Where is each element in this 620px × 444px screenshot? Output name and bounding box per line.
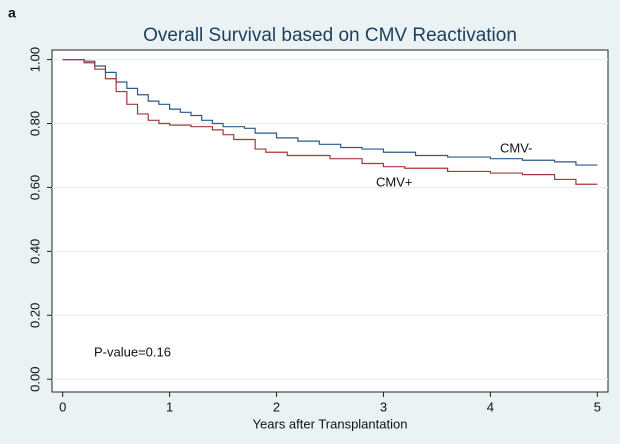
x-tick-label: 0 — [59, 399, 66, 414]
annotation: P-value=0.16 — [94, 344, 171, 359]
x-axis-label: Years after Transplantation — [253, 416, 408, 431]
survival-curve — [62, 58, 598, 166]
x-tick-label: 2 — [273, 399, 280, 414]
series-label: CMV+ — [376, 174, 412, 189]
x-tick-label: 5 — [594, 399, 601, 414]
plot-area — [51, 49, 609, 393]
survival-curve — [62, 58, 598, 185]
x-tick-label: 3 — [380, 399, 387, 414]
y-tick-label: 0.20 — [27, 303, 42, 328]
x-tick-label: 1 — [166, 399, 173, 414]
series-label: CMV- — [500, 140, 533, 155]
y-tick-label: 1.00 — [27, 47, 42, 72]
y-tick-label: 0.40 — [27, 239, 42, 264]
panel-label: a — [8, 5, 16, 21]
y-tick-label: 0.60 — [27, 175, 42, 200]
y-tick-label: 0.80 — [27, 111, 42, 136]
x-tick-label: 4 — [487, 399, 494, 414]
chart-title: Overall Survival based on CMV Reactivati… — [143, 25, 517, 46]
y-tick-label: 0.00 — [27, 367, 42, 392]
